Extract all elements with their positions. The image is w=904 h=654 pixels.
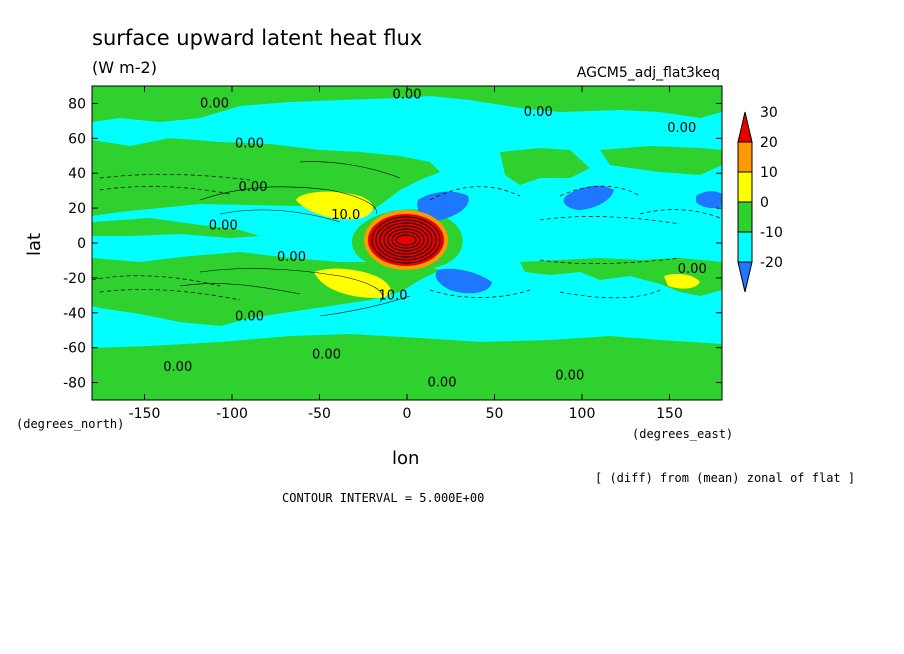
y-tick-label: -40 (63, 306, 86, 322)
contour-label: 0.00 (235, 137, 264, 152)
y-tick-label: 60 (68, 131, 86, 147)
x-axis: -150 -100 -50 0 50 100 150 (129, 86, 683, 422)
thin-contours (179, 161, 411, 317)
contour-label: 0.00 (239, 180, 268, 195)
region-neg-east-north (563, 185, 614, 210)
contour-label: 0.00 (200, 96, 229, 111)
region-yellow-east-south (664, 274, 700, 289)
cell-contours (371, 216, 441, 264)
chart-units: (W m-2) (92, 58, 157, 77)
x-tick-label: 0 (403, 406, 412, 422)
colorbar-label: 0 (760, 195, 769, 211)
y-tick-label: -80 (63, 376, 86, 392)
y-unit-label: (degrees_north) (16, 417, 124, 431)
y-tick-label: -20 (63, 271, 86, 287)
colorbar-label: 30 (760, 105, 778, 121)
region-north-polar (92, 86, 722, 122)
y-tick-label: 40 (68, 166, 86, 182)
region-neg-far-east (696, 191, 722, 209)
colorbar-label: 20 (760, 135, 778, 151)
region-yellow-north (296, 191, 374, 220)
x-tick-label: -100 (216, 406, 248, 422)
colorbar-swatch (737, 201, 753, 233)
y-axis: 80 60 40 20 0 -20 -40 -60 -80 (63, 96, 722, 392)
contour-label: 0.00 (428, 376, 457, 391)
colorbar-label: -10 (760, 225, 783, 241)
contour-interval: CONTOUR INTERVAL = 5.000E+00 (282, 491, 484, 505)
contour-label: 0.00 (163, 360, 192, 375)
contour-label: 0.00 (277, 250, 306, 265)
y-tick-label: 20 (68, 201, 86, 217)
field-layer: 0.00 0.00 0.00 0.00 0.00 0.00 10.0 0.00 0.00 0.00… (92, 86, 722, 400)
cell-red (368, 214, 444, 266)
y-tick-label: 80 (68, 96, 86, 112)
region-neg-southeast (435, 268, 492, 294)
x-tick-label: 150 (656, 406, 683, 422)
colorbar-swatch-bottom (737, 261, 753, 293)
contour-label: 10.0 (331, 208, 360, 223)
region-neg-northeast (417, 191, 469, 221)
contour-label: 0.00 (678, 262, 707, 277)
contour-label: 0.00 (667, 121, 696, 136)
colorbar: -20 -10 0 10 20 30 (737, 105, 783, 293)
equatorial-maximum (364, 210, 448, 270)
dashed-contours (92, 174, 721, 301)
region-yellow-south (314, 268, 391, 298)
region-south-polar (92, 334, 722, 400)
colorbar-label: 10 (760, 165, 778, 181)
x-axis-label: lon (392, 448, 419, 469)
region-equator-west (92, 218, 260, 238)
x-tick-label: 50 (486, 406, 504, 422)
colorbar-swatch-top (737, 111, 753, 143)
region-north-east-cell (600, 146, 722, 175)
colorbar-swatch (737, 141, 753, 173)
colorbar-label: -20 (760, 255, 783, 271)
colorbar-swatch (737, 231, 753, 263)
colorbar-swatch (737, 171, 753, 203)
negative-regions (417, 185, 722, 294)
source-note: [ (diff) from (mean) zonal of flat ] (595, 471, 855, 485)
chart-title: surface upward latent heat flux (92, 26, 422, 50)
y-axis-label: lat (24, 233, 45, 256)
x-tick-label: 100 (569, 406, 596, 422)
x-unit-label: (degrees_east) (632, 427, 733, 441)
contour-label: 0.00 (209, 219, 238, 234)
run-label: AGCM5_adj_flat3keq (577, 65, 720, 81)
contour-label: 0.00 (555, 369, 584, 384)
contour-label: 0.00 (235, 309, 264, 324)
x-tick-label: -150 (129, 406, 161, 422)
y-tick-label: -60 (63, 341, 86, 357)
contour-label: 10.0 (379, 288, 408, 303)
contour-labels: 0.00 0.00 0.00 0.00 0.00 0.00 10.0 0.00 0.00 0.00… (163, 88, 706, 391)
x-tick-label: -50 (308, 406, 331, 422)
region-north-mid-east (500, 148, 590, 185)
strong-positive-regions (296, 191, 700, 298)
contour-label: 0.00 (393, 88, 422, 103)
contour-label: 0.00 (524, 105, 553, 120)
y-tick-label: 0 (77, 236, 86, 252)
contour-label: 0.00 (312, 348, 341, 363)
